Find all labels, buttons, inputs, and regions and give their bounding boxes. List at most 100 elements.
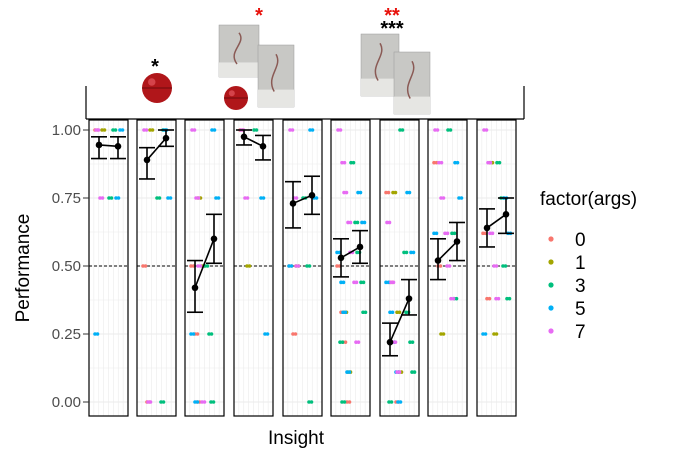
raw-point [209,400,213,404]
raw-point [408,340,412,344]
raw-point [335,250,339,255]
raw-point [412,370,417,374]
mean-point [356,243,364,251]
mean-point [386,338,394,346]
mean-point [143,156,151,164]
photo-floor [258,89,294,107]
raw-point [289,264,294,268]
raw-point [212,128,217,132]
raw-point [501,264,505,268]
raw-point [435,128,440,132]
raw-point [338,128,343,132]
raw-point [293,332,298,336]
raw-point [445,231,450,236]
raw-point [443,231,447,236]
raw-point [384,190,388,195]
mean-point [483,224,491,232]
legend-label: 7 [575,322,586,343]
legend-swatch [548,282,554,288]
raw-point [481,332,485,336]
photo-floor [361,78,399,96]
facet-panel [233,119,274,417]
raw-point [209,332,214,336]
raw-point [446,128,450,132]
panel-border [330,119,371,417]
raw-point [396,400,400,404]
raw-point [189,332,193,336]
raw-point [118,128,122,132]
raw-point [485,296,489,301]
legend-label: 1 [575,253,586,274]
raw-point [497,160,502,165]
raw-point [356,340,361,344]
raw-point [360,220,364,225]
legend-label: 5 [575,299,586,320]
raw-point [340,400,344,404]
mean-point [114,143,122,150]
raw-point [353,220,357,225]
mean-connector [340,246,361,259]
mean-connector [389,298,410,343]
raw-point [210,128,214,132]
red-ball-icon [142,73,172,103]
photo-object [233,32,242,65]
photo-floor [219,62,259,77]
raw-point [438,264,443,268]
raw-point [191,332,196,336]
raw-point [453,160,457,165]
mean-connector [437,240,458,262]
raw-point [214,196,218,200]
red-ball-icon [224,86,248,110]
raw-point [407,190,412,195]
raw-point [361,310,365,315]
raw-point [157,196,162,200]
raw-point [386,280,391,285]
raw-point [503,264,508,268]
raw-point [291,332,295,336]
photo-floor [394,96,430,114]
raw-point [481,231,485,236]
legend-label: 0 [575,230,586,251]
raw-point [457,196,461,200]
mean-connector [194,238,215,289]
stimulus-strip: ** ***** [85,5,525,120]
significance-star: ** [384,5,400,27]
raw-point [207,332,211,336]
raw-point [216,196,221,200]
raw-point [189,264,193,268]
raw-point [447,264,452,268]
mean-connector [243,136,264,148]
panel-border [427,119,468,417]
raw-point [387,220,392,225]
raw-point [314,196,319,200]
raw-point [259,196,263,200]
raw-point [200,400,204,404]
raw-point [155,196,159,200]
raw-point [148,128,152,132]
mean-point [95,141,103,149]
raw-point [205,264,210,268]
raw-point [290,128,295,132]
raw-point [400,128,405,132]
raw-point [343,340,348,344]
raw-point [336,128,340,132]
raw-point [390,310,395,315]
raw-point [346,220,350,225]
raw-point [451,296,456,301]
raw-point [488,231,492,236]
raw-point [287,264,291,268]
stimulus-photo-icon [360,33,400,97]
mean-point [502,211,510,218]
mean-point [289,200,297,207]
raw-point [494,296,498,301]
raw-point [389,400,394,404]
raw-point [194,196,198,200]
panel-border [379,119,420,417]
raw-point [402,250,406,255]
red-ball-highlight [228,90,235,97]
legend-swatch [548,305,554,311]
raw-point [452,231,457,236]
facet-panel [427,119,468,417]
raw-point [193,400,197,404]
raw-point [309,400,314,404]
